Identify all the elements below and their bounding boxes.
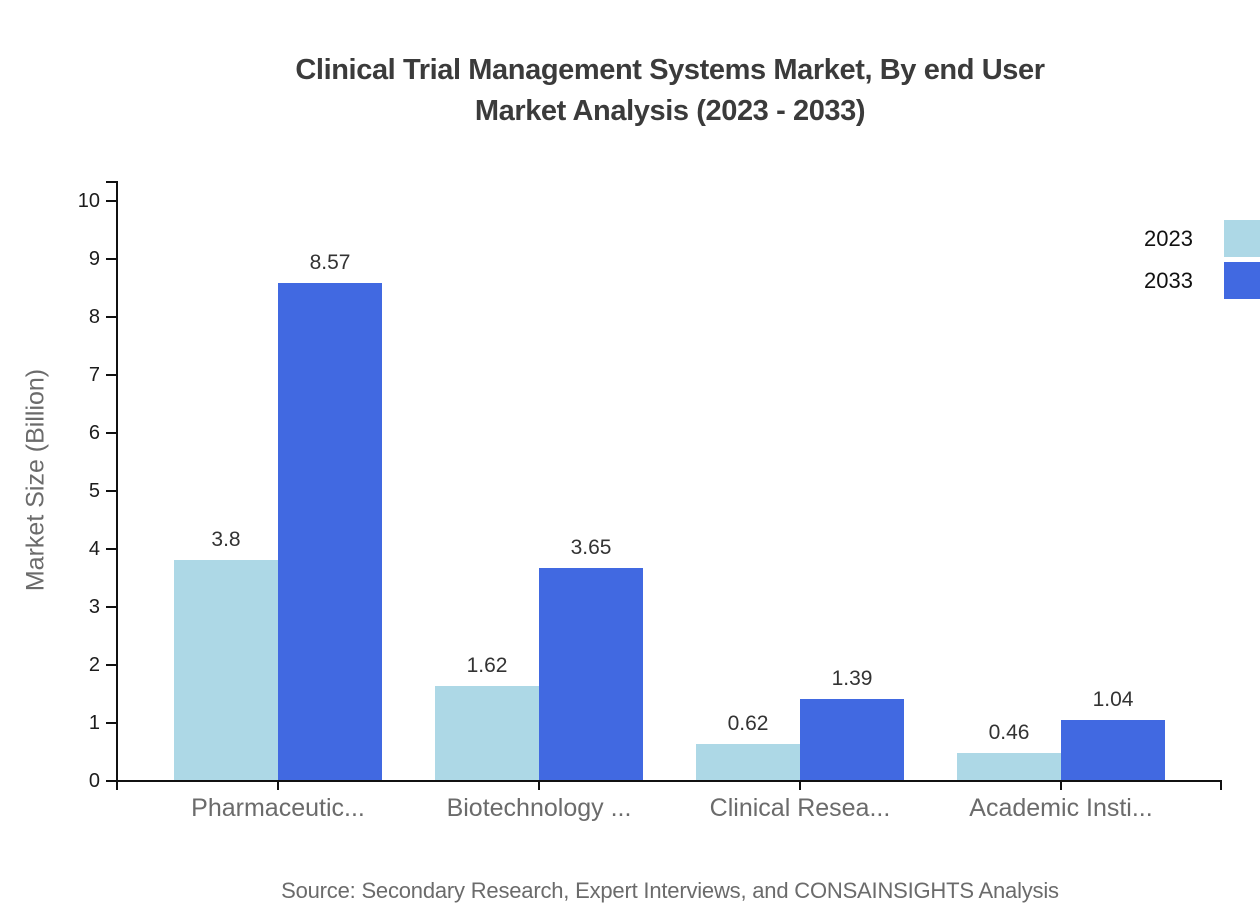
- legend-label-2023: 2023: [1144, 226, 1193, 251]
- bar-value-label: 1.04: [1092, 687, 1134, 711]
- bar-2023-4: [957, 753, 1061, 780]
- x-axis-left-end-tick: [116, 780, 118, 790]
- bar-2023-2: [435, 686, 539, 780]
- y-tick-mark: [106, 490, 116, 492]
- bar-value-label: 1.62: [466, 654, 508, 678]
- bar-2033-2: [539, 568, 643, 780]
- y-tick-label: 0: [88, 770, 100, 792]
- bar-value-label: 1.39: [831, 667, 873, 691]
- y-tick-mark: [106, 664, 116, 666]
- y-tick-label: 10: [77, 190, 100, 212]
- y-tick-label: 3: [88, 596, 100, 618]
- x-axis-right-end-tick: [1220, 780, 1222, 790]
- y-tick-label: 8: [88, 306, 100, 328]
- y-tick-mark: [106, 606, 116, 608]
- legend-swatch-2023: [1224, 220, 1260, 257]
- chart-title: Clinical Trial Management Systems Market…: [80, 50, 1260, 132]
- y-tick-mark: [106, 374, 116, 376]
- y-tick-mark: [106, 722, 116, 724]
- y-tick-label: 4: [88, 538, 100, 560]
- x-category-label: Academic Insti...: [969, 794, 1153, 822]
- source-note: Source: Secondary Research, Expert Inter…: [281, 878, 1059, 903]
- y-tick-label: 9: [88, 248, 100, 270]
- y-tick-mark: [106, 316, 116, 318]
- y-tick-label: 1: [88, 712, 100, 734]
- x-category-label: Pharmaceutic...: [191, 794, 365, 822]
- bar-value-label: 0.62: [727, 712, 769, 736]
- y-tick-label: 2: [88, 654, 100, 676]
- bar-value-label: 8.57: [309, 250, 351, 274]
- x-axis-line: [116, 780, 1222, 782]
- x-tick-mark: [538, 780, 540, 790]
- bar-value-label: 3.8: [211, 527, 241, 551]
- bar-value-label: 3.65: [570, 536, 612, 560]
- bar-value-label: 0.46: [988, 721, 1030, 745]
- x-category-label: Clinical Resea...: [709, 794, 891, 822]
- y-tick-mark: [106, 548, 116, 550]
- y-axis-line: [116, 181, 118, 782]
- y-axis-top-cap: [106, 181, 116, 183]
- x-category-label: Biotechnology ...: [446, 794, 632, 822]
- y-tick-mark: [106, 200, 116, 202]
- bar-2033-4: [1061, 719, 1165, 780]
- x-tick-mark: [277, 780, 279, 790]
- bar-2033-1: [278, 282, 382, 780]
- legend-swatch-2033: [1224, 262, 1260, 299]
- y-tick-label: 7: [88, 364, 100, 386]
- bar-2033-3: [800, 699, 904, 780]
- y-tick-mark: [106, 432, 116, 434]
- chart-title-line1: Clinical Trial Management Systems Market…: [295, 54, 1045, 86]
- x-tick-mark: [1060, 780, 1062, 790]
- x-tick-mark: [799, 780, 801, 790]
- y-tick-label: 6: [88, 422, 100, 444]
- y-tick-mark: [106, 780, 116, 782]
- bar-2023-1: [174, 559, 278, 780]
- y-tick-label: 5: [88, 480, 100, 502]
- bar-2023-3: [696, 744, 800, 780]
- legend-label-2033: 2033: [1144, 268, 1193, 293]
- chart-title-line2: Market Analysis (2023 - 2033): [474, 95, 866, 127]
- y-tick-mark: [106, 258, 116, 260]
